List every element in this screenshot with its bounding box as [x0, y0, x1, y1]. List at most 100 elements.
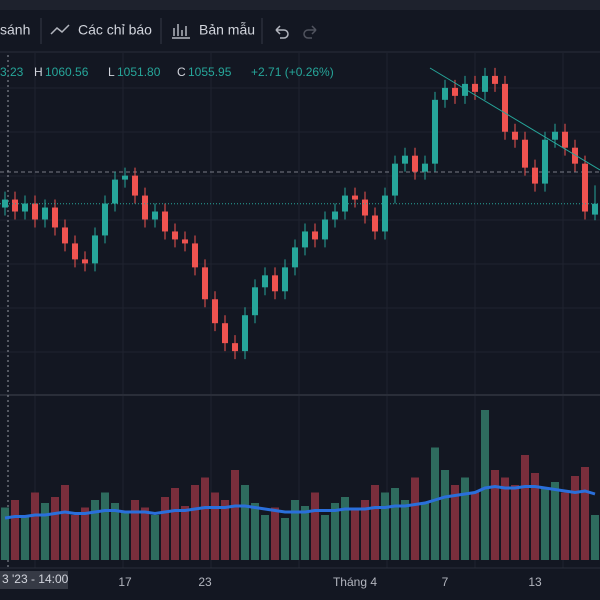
undo-button[interactable] [275, 25, 289, 39]
x-tick-label: 13 [528, 575, 542, 589]
candle-body [592, 203, 598, 215]
candle-body [302, 231, 308, 248]
volume-bar [201, 477, 209, 560]
volume-bar [221, 500, 229, 560]
volume-bar [481, 410, 489, 560]
candle-body [572, 147, 578, 164]
volume-bar [11, 500, 19, 560]
volume-bar [291, 500, 299, 560]
compare-button[interactable]: sánh [0, 22, 30, 38]
candle-body [252, 287, 258, 316]
trend-line[interactable] [429, 67, 600, 171]
volume-bar [21, 515, 29, 560]
candle-body [192, 243, 198, 268]
candle-body [492, 75, 498, 84]
indicators-button[interactable]: Các chỉ báo [78, 22, 152, 38]
volume-bar [71, 515, 79, 560]
candle-body [212, 299, 218, 324]
volume-bar [211, 492, 219, 560]
volume-bar [231, 470, 239, 560]
volume-bar [421, 503, 429, 560]
volume-bar [371, 485, 379, 560]
volume-bar [311, 492, 319, 560]
legend-high: 1060.56 [45, 65, 89, 79]
volume-bar [51, 497, 59, 560]
candle-body [132, 175, 138, 196]
candle-body [562, 131, 568, 148]
candle-body [242, 315, 248, 352]
candle-body [382, 195, 388, 232]
candle-body [162, 211, 168, 232]
x-tick-label: Tháng 4 [333, 575, 377, 589]
volume-bar [331, 503, 339, 560]
candle-body [452, 87, 458, 96]
candle-body [52, 207, 58, 228]
candle-body [62, 227, 68, 244]
templates-icon [172, 24, 190, 39]
redo-button[interactable] [303, 25, 317, 39]
volume-bar [391, 488, 399, 560]
candle-body [312, 231, 318, 240]
candle-body [232, 343, 238, 352]
volume-bar [181, 506, 189, 560]
volume-bar [301, 506, 309, 560]
crosshair-time-box [0, 571, 68, 589]
candle-body [482, 75, 488, 92]
volume-bar [521, 455, 529, 560]
candle-body [92, 235, 98, 264]
volume-bar [531, 473, 539, 560]
candle-body [392, 163, 398, 196]
candle-body [2, 199, 8, 208]
candle-body [172, 231, 178, 240]
marks [0, 67, 600, 560]
legend-low: 1051.80 [117, 65, 161, 79]
volume-bar [61, 485, 69, 560]
candle-body [82, 259, 88, 264]
templates-button[interactable]: Bản mẫu [199, 22, 255, 38]
volume-bar [431, 447, 439, 560]
legend-open: 3.23 [0, 65, 24, 79]
candle-body [582, 163, 588, 212]
candle-body [402, 155, 408, 164]
candle-body [352, 195, 358, 200]
candle-body [222, 323, 228, 344]
candle-body [12, 199, 18, 212]
volume-bar [251, 503, 259, 560]
volume-bar [31, 492, 39, 560]
toolbar [0, 10, 600, 52]
candle-body [552, 131, 558, 140]
candle-body [512, 131, 518, 140]
volume-bar [1, 507, 9, 560]
candle-body [22, 203, 28, 212]
candle-body [502, 83, 508, 132]
volume-bar [241, 485, 249, 560]
volume-bar [281, 518, 289, 560]
volume-bar [151, 515, 159, 560]
volume-bar [461, 477, 469, 560]
volume-bar [141, 507, 149, 560]
volume-bar [541, 488, 549, 560]
candle-body [72, 243, 78, 260]
legend-change: +2.71 (+0.26%) [251, 65, 334, 79]
volume-bar [581, 467, 589, 560]
volume-bar [561, 492, 569, 560]
candle-body [262, 275, 268, 288]
candle-body [362, 199, 368, 216]
candle-body [112, 179, 118, 204]
candle-body [422, 163, 428, 172]
candle-body [462, 83, 468, 96]
volume-bar [471, 492, 479, 560]
x-tick-label: 17 [118, 575, 132, 589]
volume-bar [91, 500, 99, 560]
candle-body [412, 155, 418, 172]
volume-ma-line [4, 484, 596, 520]
volume-bar [591, 515, 599, 560]
candle-body [322, 219, 328, 240]
x-tick-label: 23 [198, 575, 212, 589]
candle-body [272, 275, 278, 292]
legend-close: 1055.95 [188, 65, 232, 79]
volume-bar [381, 492, 389, 560]
volume-bar [131, 500, 139, 560]
candle-body [432, 99, 438, 164]
